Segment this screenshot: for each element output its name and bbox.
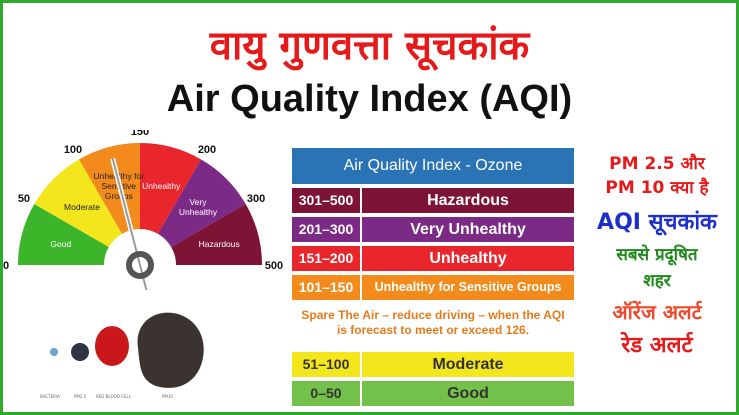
gauge-segments: [18, 143, 262, 265]
pm-line: PM 2.5 और: [609, 154, 705, 174]
gauge-segment-label: Unhealthy: [142, 181, 181, 191]
gauge-segment: [171, 204, 262, 265]
gauge-segment: [140, 143, 201, 234]
aqi-label: AQI सूचकांक: [597, 210, 717, 235]
gauge-segment-label: Very: [189, 197, 207, 207]
gauge-tick-label: 0: [3, 260, 9, 272]
gauge-tick-label: 50: [18, 193, 30, 205]
title-english: Air Quality Index (AQI): [166, 78, 573, 120]
gauge-tick-label: 200: [198, 144, 216, 156]
category-cell: Very Unhealthy: [410, 221, 526, 238]
spare-the-air-note: Spare The Air – reduce driving – when th…: [292, 308, 574, 348]
table-row-unhealthy: 151–200 Unhealthy: [292, 246, 574, 271]
particle-size-comparison: BACTERIA PM2.5 RED BLOOD CELL PM10: [40, 312, 204, 399]
note-line: is forecast to meet or exceed 126.: [336, 323, 530, 337]
red-blood-cell: [95, 326, 129, 366]
table-row-moderate: 51–100 Moderate: [292, 352, 574, 377]
note-line: Spare The Air – reduce driving – when th…: [301, 308, 565, 322]
range-cell: 301–500: [292, 188, 362, 213]
range-cell: 0–50: [292, 381, 362, 406]
ozone-aqi-table: Air Quality Index - Ozone 301–500 Hazard…: [292, 148, 574, 406]
gauge-segment-label: Moderate: [64, 202, 100, 212]
category-cell: Unhealthy for Sensitive Groups: [374, 280, 562, 294]
table-header: Air Quality Index - Ozone: [292, 148, 574, 184]
category-cell: Moderate: [432, 356, 504, 373]
gauge-segment: [18, 204, 109, 265]
gauge-hub: [126, 251, 154, 279]
bacteria-particle: [50, 348, 58, 356]
gauge-segment-label: Hazardous: [199, 239, 240, 249]
polluted-line: शहर: [643, 271, 671, 291]
table-row-sensitive: 101–150 Unhealthy for Sensitive Groups: [292, 275, 574, 300]
table-row-good: 0–50 Good: [292, 381, 574, 406]
gauge-segment-label: Good: [50, 239, 71, 249]
table-row-very-unhealthy: 201–300 Very Unhealthy: [292, 217, 574, 242]
table-row-hazardous: 301–500 Hazardous: [292, 188, 574, 213]
particle-label: PM10: [162, 394, 173, 399]
gauge-segment: [158, 159, 246, 247]
pm-question: PM 2.5 और PM 10 क्या है: [582, 152, 732, 200]
gauge-tick-label: 500: [265, 260, 283, 272]
gauge-tick-label: 100: [64, 144, 82, 156]
range-cell: 151–200: [292, 246, 362, 271]
title-hindi: वायु गुणवत्ता सूचकांक: [209, 23, 530, 69]
category-cell: Unhealthy: [429, 250, 507, 267]
gauge-segment: [34, 159, 122, 247]
pm-line: PM 10 क्या है: [605, 178, 709, 198]
gauge-tick-label: 300: [247, 193, 265, 205]
orange-alert: ऑरेंज अलर्ट: [612, 300, 702, 324]
side-text-panel: PM 2.5 और PM 10 क्या है AQI सूचकांक सबसे…: [582, 152, 732, 359]
gauge-tick-labels: 0 50 100 150 200 300 500: [3, 130, 283, 272]
particle-label: BACTERIA: [40, 394, 60, 399]
range-cell: 51–100: [292, 352, 362, 377]
gauge-segment-label: Groups: [105, 191, 133, 201]
gauge-needle: [110, 157, 154, 290]
gauge-segment-label: Unhealthy: [179, 207, 218, 217]
polluted-line: सबसे प्रदूषित: [616, 245, 698, 265]
gauge-needle-line: [111, 158, 148, 290]
gauge-tick-label: 150: [131, 130, 149, 138]
pm25-particle: [71, 343, 89, 361]
category-cell: Good: [447, 385, 489, 402]
most-polluted-city: सबसे प्रदूषित शहर: [582, 242, 732, 294]
range-cell: 101–150: [292, 275, 362, 300]
range-cell: 201–300: [292, 217, 362, 242]
pm10-particle: [137, 312, 204, 388]
particle-label: RED BLOOD CELL: [96, 394, 132, 399]
particle-label: PM2.5: [74, 394, 87, 399]
red-alert: रेड अलर्ट: [621, 333, 693, 358]
category-cell: Hazardous: [427, 192, 509, 209]
